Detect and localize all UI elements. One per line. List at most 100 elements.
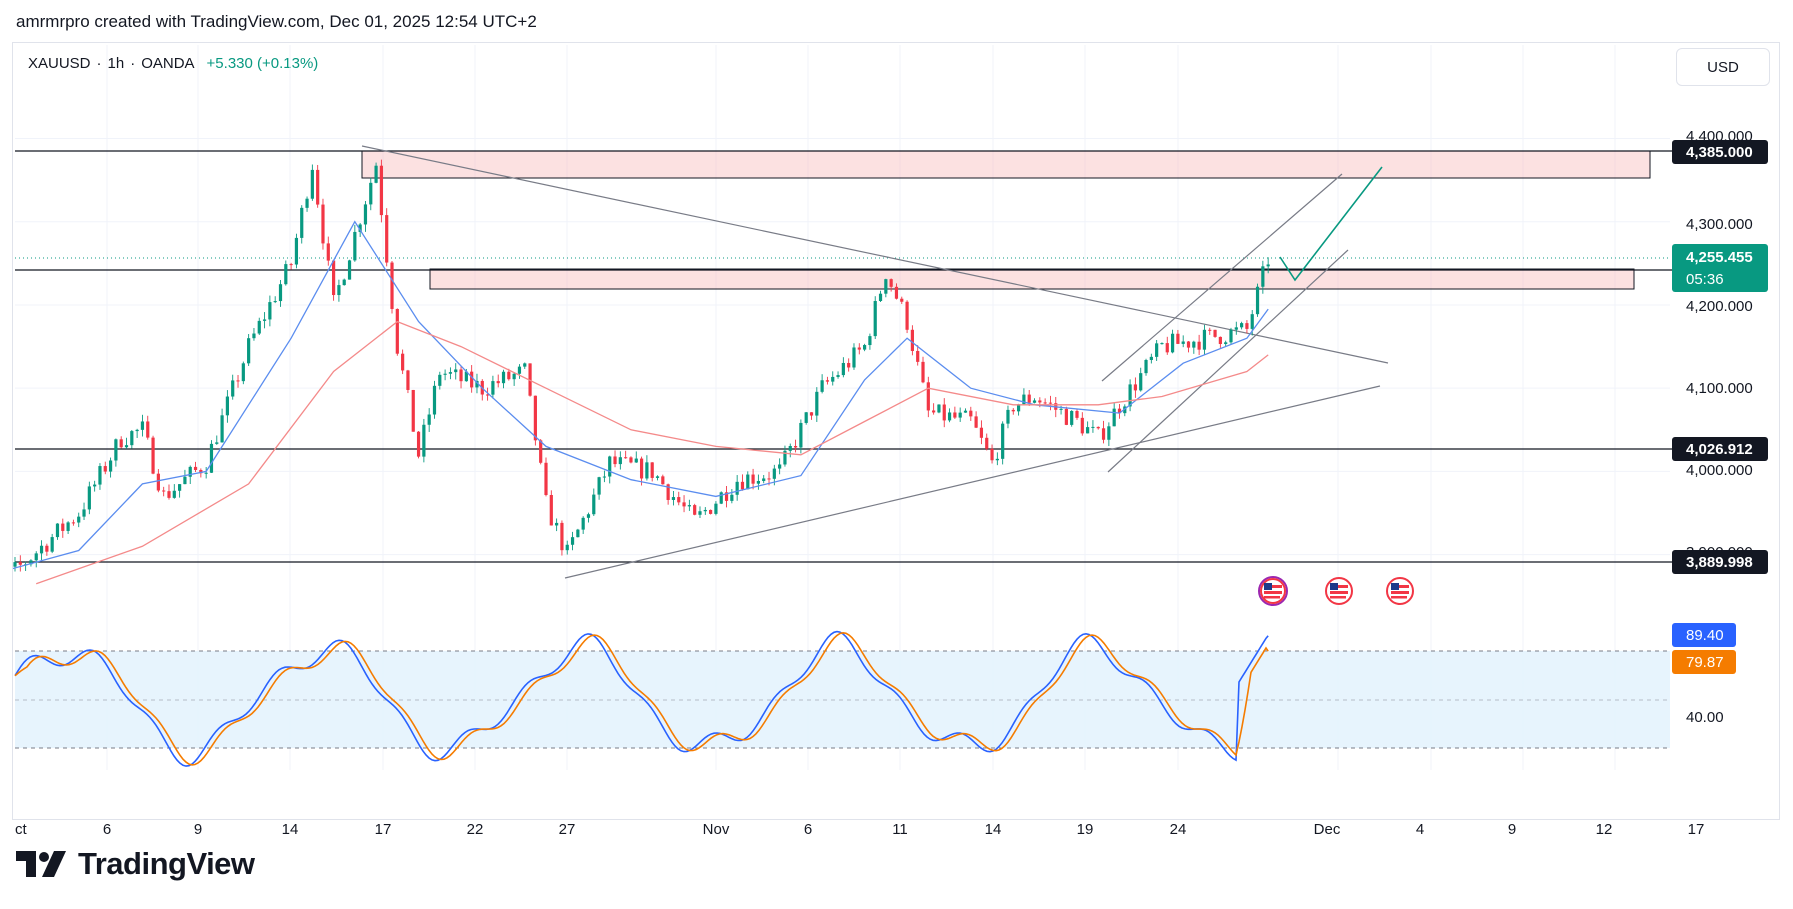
candle-body [1096,426,1100,429]
candle-body [1213,329,1217,337]
level-label-bg [1672,140,1768,164]
projection-arrow-path[interactable] [1279,166,1383,282]
candle-body [146,421,150,438]
supply-zone-upper[interactable] [361,150,1651,179]
time-tick: Dec [1314,821,1341,838]
candle-body [45,545,49,552]
oscillator-d-line [14,631,1269,766]
candle-body [799,422,803,448]
candle-body [857,347,861,350]
candlestick-series [8,159,1270,572]
candle-body [1112,408,1116,427]
candle-body [804,412,808,423]
us-flag-event-icon[interactable] [1258,576,1288,606]
candle-body [549,495,553,526]
candle-body [730,494,734,501]
candle-body [512,373,516,380]
candle-body [671,497,676,500]
candle-body [108,460,113,472]
candle-body [501,371,506,384]
candle-body [1016,404,1021,412]
ascending-trendline[interactable] [564,385,1381,579]
candle-body [1086,427,1090,434]
candle-body [310,169,314,199]
candle-body [411,389,415,432]
candle-body [565,544,569,551]
candle-body [300,207,304,238]
descending-trendline[interactable] [361,145,1389,364]
candle-body [942,404,946,421]
economic-events[interactable] [1258,576,1414,606]
candle-body [586,514,591,518]
candle-body [103,466,107,472]
candle-body [958,412,962,418]
candle-body [746,474,750,490]
chart-attribution: amrmrpro created with TradingView.com, D… [16,12,537,31]
candle-body [1043,402,1047,404]
brand-name: TradingView [78,846,255,881]
candle-body [815,391,819,416]
candle-body [1261,266,1265,287]
candle-body [1181,341,1185,344]
interval-label[interactable]: 1h [107,55,125,72]
candle-body [1011,409,1015,412]
candle-body [528,363,532,396]
channel-lower-line[interactable] [1107,249,1349,473]
candle-body [1038,400,1042,403]
candle-body [969,410,973,417]
candle-body [1155,343,1159,357]
candle-body [932,410,936,413]
candle-body [990,448,994,461]
us-flag-event-icon[interactable] [1325,577,1353,605]
candle-body [204,472,208,474]
candle-body [756,480,760,484]
candle-body [825,380,830,382]
currency-button[interactable]: USD [1676,48,1770,86]
candle-body [916,350,920,362]
candle-body [555,522,559,526]
candle-body [645,462,649,479]
candle-body [8,567,11,572]
candle-body [1165,343,1169,353]
candle-body [1001,423,1005,459]
candle-body [884,279,888,294]
candle-body [443,373,447,375]
candle-body [485,394,490,396]
candle-body [305,198,309,208]
candle-body [358,224,362,232]
candle-body [273,301,277,303]
time-axis[interactable]: ct 6 9 14 17 22 27 Nov 6 11 14 19 24 Dec 4 9 12 17 [15,821,1704,838]
channel-upper-line[interactable] [1101,173,1343,382]
candle-body [135,429,139,432]
candle-body [836,375,840,377]
oscillator-d-value: 79.87 [1686,654,1724,671]
candle-body [847,362,851,368]
candle-body [496,381,500,384]
candle-body [900,298,904,302]
candle-body [772,468,776,479]
candle-body [544,462,548,496]
candle-body [289,264,293,266]
price-tick: 4,000.000 [1686,462,1753,479]
level-label-4385: 4,385.000 [1686,144,1753,161]
tradingview-brand[interactable]: TradingView [16,846,255,882]
candle-body [974,416,978,428]
candle-body [1234,327,1238,330]
candle-body [1117,408,1122,414]
price-axis[interactable]: 4,400.000 4,300.000 4,200.000 4,100.000 … [1672,128,1768,726]
candle-body [602,476,607,478]
candle-body [618,457,622,465]
candle-body [199,469,203,474]
candle-body [608,456,612,477]
candle-body [347,260,352,280]
candle-body [464,371,468,382]
us-flag-event-icon[interactable] [1386,577,1414,605]
candle-body [39,545,44,554]
candle-body [257,320,261,334]
candle-body [167,491,171,498]
candle-body [225,396,229,416]
supply-zone-middle[interactable] [429,268,1635,290]
candle-body [1229,329,1233,343]
symbol-name[interactable]: XAUUSD [28,55,91,72]
